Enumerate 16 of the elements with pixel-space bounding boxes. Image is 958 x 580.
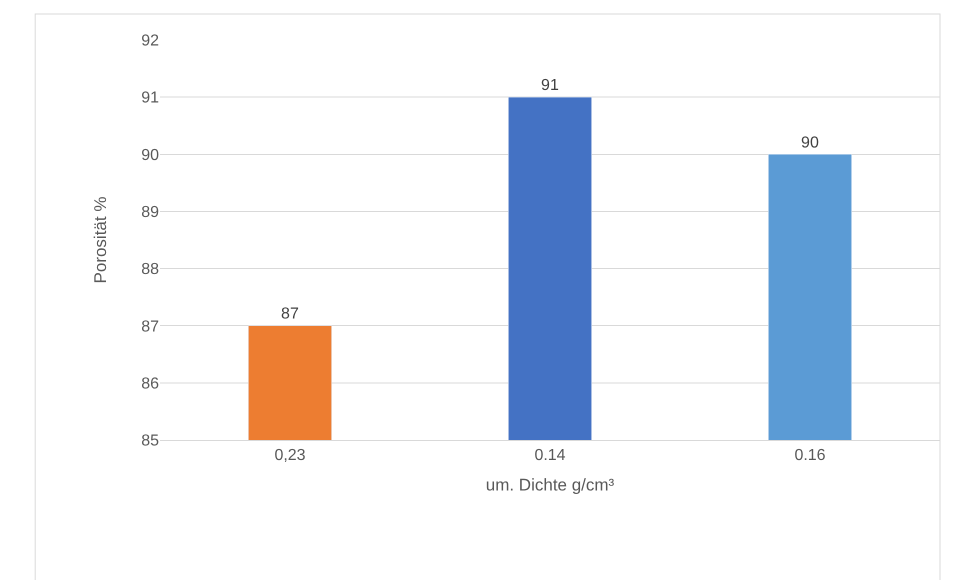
x-axis-title: um. Dichte g/cm³ bbox=[486, 476, 615, 495]
y-tick-label: 92 bbox=[141, 32, 160, 50]
y-tick-label: 88 bbox=[141, 261, 160, 278]
x-tick-label: 0.14 bbox=[534, 447, 566, 464]
data-label: 87 bbox=[281, 306, 299, 323]
x-tick-label: 0,23 bbox=[274, 447, 306, 464]
data-label: 91 bbox=[541, 77, 559, 94]
y-tick-label: 91 bbox=[141, 90, 160, 107]
y-tick-label: 86 bbox=[141, 375, 160, 392]
y-tick-label: 85 bbox=[141, 432, 160, 450]
data-label: 90 bbox=[801, 134, 819, 152]
x-tick-label: 0.16 bbox=[794, 447, 826, 464]
y-tick-label: 89 bbox=[141, 204, 160, 222]
y-tick-label: 90 bbox=[141, 146, 160, 164]
y-tick-label: 87 bbox=[141, 318, 160, 336]
y-axis-title: Porosität % bbox=[90, 196, 110, 284]
